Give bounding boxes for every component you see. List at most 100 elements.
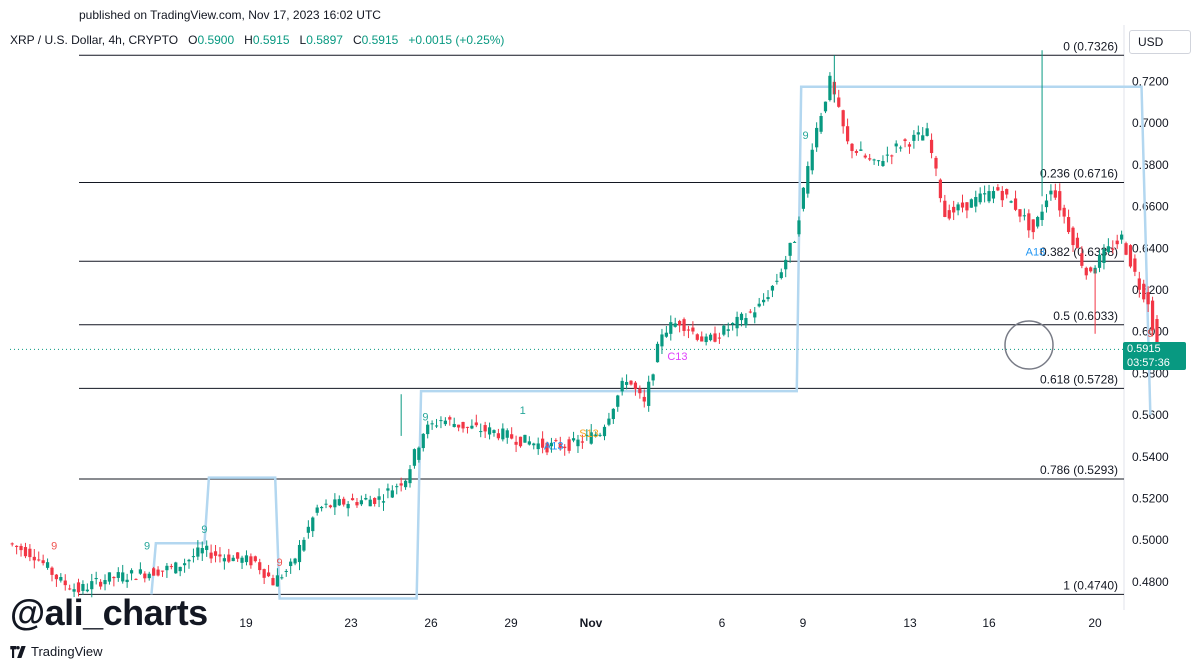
candle-body <box>669 322 673 334</box>
candle-body <box>439 420 443 422</box>
candle-body <box>129 570 134 574</box>
candle-body <box>134 578 138 580</box>
candle-body <box>978 193 982 203</box>
candle-body <box>708 334 713 341</box>
candle-body <box>328 505 333 508</box>
candle-body <box>850 143 854 152</box>
candle-body <box>1089 267 1093 272</box>
candle-body <box>165 565 169 571</box>
currency-button[interactable]: USD <box>1129 30 1191 54</box>
candle-body <box>174 562 178 574</box>
candle-body <box>947 210 951 219</box>
candle-body <box>921 135 925 141</box>
candle-body <box>116 572 120 578</box>
candle-body <box>952 206 956 213</box>
candle-body <box>788 242 792 256</box>
candle-body <box>399 483 403 486</box>
candle-body <box>899 147 903 149</box>
current-price-value: 0.5915 <box>1127 343 1161 355</box>
candle-body <box>1005 189 1009 195</box>
candle-body <box>434 425 439 427</box>
candle-body <box>32 556 36 561</box>
bar-countdown: 03:57:36 <box>1127 357 1170 369</box>
candle-body <box>342 498 346 505</box>
td-sequential-label: A13 <box>1026 247 1046 259</box>
current-price-tag: 0.5915 03:57:36 <box>1123 342 1186 370</box>
candle-body <box>289 561 293 567</box>
candle-body <box>227 554 231 562</box>
candle-body <box>563 446 567 449</box>
candle-body <box>346 503 350 509</box>
candle-body <box>1128 245 1133 267</box>
candle-body <box>907 144 912 147</box>
candle-body <box>916 132 920 135</box>
candle-body <box>987 191 991 202</box>
candle-body <box>258 562 262 571</box>
candle-body <box>611 408 615 420</box>
y-tick-label: 0.4800 <box>1132 575 1169 589</box>
candle-body <box>567 439 571 451</box>
candle-body <box>209 552 213 559</box>
candle-body <box>10 543 14 545</box>
candle-body <box>541 438 545 448</box>
candle-body <box>249 556 253 566</box>
highlight-circle <box>1004 320 1054 370</box>
td-sequential-label: 9 <box>277 557 283 569</box>
candle-body <box>412 449 417 466</box>
high-label: H <box>244 33 253 47</box>
candle-body <box>510 434 514 439</box>
candle-body <box>99 581 103 587</box>
candle-body <box>1066 217 1071 233</box>
td-sequential-label: 9 <box>422 411 428 423</box>
candle-body <box>147 573 151 579</box>
candle-body <box>1080 253 1084 266</box>
fib-level-label: 1 (0.4740) <box>1063 578 1118 592</box>
x-tick-label: Nov <box>580 616 603 630</box>
td-sequential-label: 9 <box>201 524 207 536</box>
candle-body <box>991 191 996 199</box>
candle-body <box>779 272 783 279</box>
candles-group <box>10 72 1159 598</box>
x-tick-label: 26 <box>424 616 438 630</box>
candle-body <box>333 499 337 508</box>
candle-body <box>359 500 363 505</box>
candle-body <box>496 433 501 439</box>
candle-body <box>156 569 160 576</box>
candle-body <box>885 154 889 156</box>
candle-body <box>448 417 452 420</box>
candle-body <box>121 572 125 582</box>
candle-body <box>1124 243 1128 255</box>
candle-body <box>81 584 85 591</box>
candle-body <box>15 545 19 547</box>
candle-body <box>63 580 67 586</box>
candle-body <box>337 499 341 506</box>
candle-body <box>196 547 200 557</box>
candle-body <box>222 558 226 562</box>
candle-body <box>1009 201 1013 203</box>
y-tick-label: 0.6200 <box>1132 283 1169 297</box>
candle-body <box>505 430 509 438</box>
candle-body <box>470 425 474 429</box>
td-sequential-label: 9 <box>803 130 809 142</box>
candle-body <box>713 333 717 342</box>
symbol-legend: XRP / U.S. Dollar, 4h, CRYPTO O0.5900 H0… <box>10 33 504 47</box>
candle-body <box>664 332 668 337</box>
y-tick-label: 0.5200 <box>1132 491 1169 505</box>
tdst-box-line <box>150 85 1152 600</box>
y-tick-label: 0.5400 <box>1132 450 1169 464</box>
candle-body <box>37 559 41 561</box>
candle-body <box>815 127 819 148</box>
candle-body <box>28 548 32 558</box>
candle-body <box>266 572 271 577</box>
x-tick-label: 20 <box>1088 616 1102 630</box>
candle-body <box>943 200 947 217</box>
published-caption: published on TradingView.com, Nov 17, 20… <box>79 8 381 22</box>
candle-body <box>143 573 147 579</box>
candle-body <box>1106 246 1110 252</box>
candle-body <box>691 327 695 332</box>
candle-body <box>983 193 987 195</box>
candle-body <box>854 151 859 153</box>
candle-body <box>929 139 934 154</box>
candle-body <box>527 441 531 445</box>
